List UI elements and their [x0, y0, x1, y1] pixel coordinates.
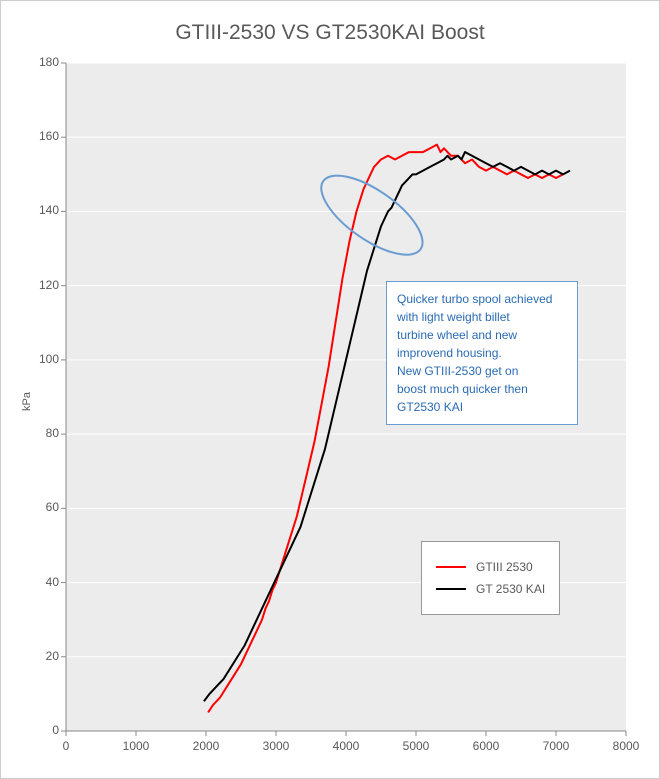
legend-item: GTIII 2530: [436, 560, 545, 574]
y-axis-label: kPa: [21, 392, 33, 411]
legend: GTIII 2530 GT 2530 KAI: [421, 541, 560, 615]
annotation-line: with light weight billet: [397, 308, 567, 326]
annotation-line: GT2530 KAI: [397, 398, 567, 416]
chart-title: GTIII-2530 VS GT2530KAI Boost: [1, 21, 659, 45]
y-tick-label: 120: [31, 278, 59, 292]
legend-item: GT 2530 KAI: [436, 582, 545, 596]
x-tick-label: 3000: [261, 739, 291, 753]
y-tick-label: 160: [31, 129, 59, 143]
legend-swatch: [436, 566, 466, 568]
y-tick-label: 20: [31, 649, 59, 663]
y-tick-label: 40: [31, 575, 59, 589]
x-tick-label: 4000: [331, 739, 361, 753]
legend-label: GTIII 2530: [476, 560, 533, 574]
x-tick-label: 1000: [121, 739, 151, 753]
annotation-box: Quicker turbo spool achievedwith light w…: [386, 281, 578, 425]
y-tick-label: 100: [31, 352, 59, 366]
y-tick-label: 60: [31, 500, 59, 514]
y-tick-label: 0: [31, 723, 59, 737]
x-tick-label: 0: [51, 739, 81, 753]
x-tick-label: 5000: [401, 739, 431, 753]
annotation-line: Quicker turbo spool achieved: [397, 290, 567, 308]
series-gtiii-2530: [208, 145, 563, 713]
legend-label: GT 2530 KAI: [476, 582, 545, 596]
annotation-line: turbine wheel and new: [397, 326, 567, 344]
series-gt-2530-kai: [204, 152, 570, 701]
annotation-line: improvend housing.: [397, 344, 567, 362]
x-tick-label: 2000: [191, 739, 221, 753]
annotation-line: boost much quicker then: [397, 380, 567, 398]
y-tick-label: 140: [31, 203, 59, 217]
x-tick-label: 8000: [611, 739, 641, 753]
x-tick-label: 6000: [471, 739, 501, 753]
y-tick-label: 80: [31, 426, 59, 440]
legend-swatch: [436, 588, 466, 590]
y-tick-label: 180: [31, 55, 59, 69]
annotation-line: New GTIII-2530 get on: [397, 362, 567, 380]
x-tick-label: 7000: [541, 739, 571, 753]
chart-frame: GTIII-2530 VS GT2530KAI Boost kPa 010002…: [0, 0, 660, 779]
